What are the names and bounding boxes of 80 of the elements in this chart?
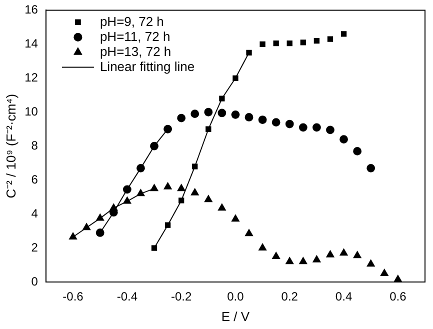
point [244,228,254,236]
point [136,188,146,196]
y-tick-label: 16 [24,2,38,17]
point [218,203,226,211]
point [272,118,280,127]
x-tick-label: -0.6 [62,290,84,304]
point [326,126,334,134]
point [273,40,279,46]
point [246,50,252,56]
point [340,135,348,144]
point [298,256,308,264]
point [206,126,212,132]
point [340,31,347,37]
x-tick-label: -0.4 [116,290,138,304]
point [190,188,200,196]
point [285,120,294,128]
point [352,250,362,258]
point [176,184,186,192]
point [150,184,159,192]
point [312,254,322,262]
point [177,114,186,122]
point [298,123,308,132]
point [258,116,267,124]
point [232,75,238,81]
point [380,268,389,276]
point [122,196,132,204]
point [353,146,362,156]
point [96,213,104,221]
x-axis-title: E / V [221,308,250,324]
y-tick-label: 4 [31,206,38,220]
legend-label: Linear fitting line [100,58,195,74]
x-tick-label: 0.2 [281,290,298,304]
point [68,232,78,240]
point [136,164,145,172]
y-tick-label: 6 [31,172,38,186]
point [326,250,335,258]
y-tick-label: 14 [24,36,38,50]
point [366,164,376,172]
point [314,38,320,44]
legend-label: pH=9, 72 h [100,14,164,29]
point [190,110,200,118]
point [300,40,306,46]
x-tick-label: 0.4 [335,290,352,304]
point [164,222,171,228]
point [258,243,267,251]
point [219,96,225,102]
x-tick-label: 0.0 [227,290,244,304]
point [151,245,158,251]
point [96,228,104,237]
point [150,142,158,150]
point [260,41,266,48]
point [218,108,226,118]
y-axis-title: C⁻² / 10⁹ (F⁻²·cm⁴) [3,94,18,198]
x-tick-label: -0.2 [170,290,192,304]
point [339,248,348,256]
point [327,36,334,42]
x-tick-label: 0.6 [390,290,407,304]
point [163,182,172,190]
point [192,164,198,170]
y-tick-label: 8 [31,138,38,152]
legend-label: pH=13, 72 h [100,44,172,59]
point [285,256,294,264]
point [204,194,213,202]
y-tick-label: 10 [24,104,38,118]
point [164,124,172,134]
point [231,214,240,222]
point [122,185,132,194]
point [231,110,240,119]
point [366,259,376,267]
y-tick-label: 12 [24,70,38,84]
point [312,123,321,132]
point [272,252,280,260]
y-tick-label: 0 [31,274,38,288]
point [82,222,91,230]
point [286,40,292,46]
point [244,113,254,122]
point [178,198,184,204]
y-tick-label: 2 [31,240,38,254]
point [204,108,213,116]
legend-label: pH=11, 72 h [100,28,170,44]
